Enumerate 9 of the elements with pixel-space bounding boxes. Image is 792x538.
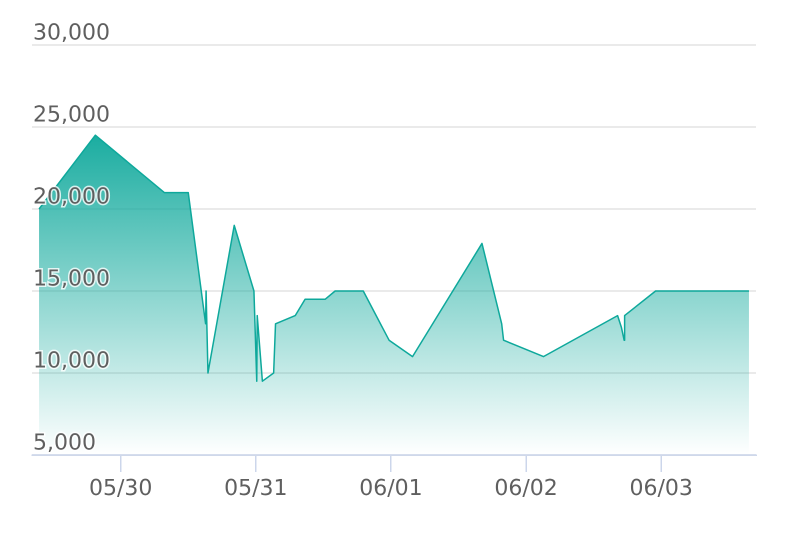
y-tick-label: 10,000 — [33, 348, 110, 374]
y-tick-label: 5,000 — [33, 430, 96, 456]
x-tick-label: 05/31 — [224, 476, 288, 501]
x-tick-label: 05/30 — [88, 476, 152, 501]
x-tick-label: 06/02 — [494, 476, 558, 501]
x-tick-label: 06/03 — [630, 476, 693, 501]
y-tick-label: 30,000 — [33, 20, 110, 46]
y-tick-label: 25,000 — [33, 102, 110, 128]
x-tick-label: 06/01 — [359, 476, 423, 501]
